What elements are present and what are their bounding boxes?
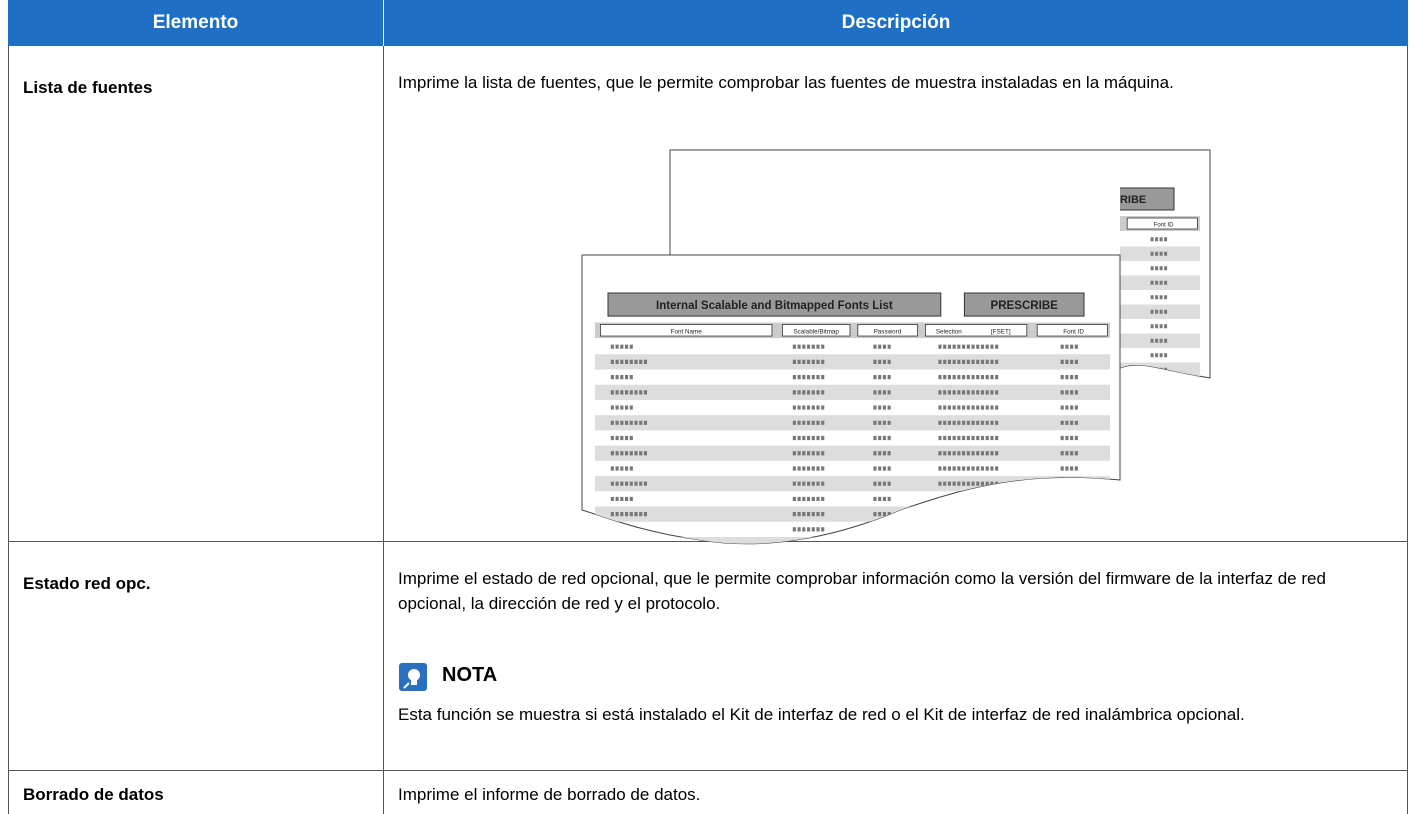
row-band	[595, 476, 1110, 492]
column-box	[1126, 217, 1198, 230]
row-band	[595, 506, 1110, 522]
column-box	[857, 324, 918, 337]
column-label: Password	[874, 328, 902, 335]
row-band	[595, 384, 1110, 400]
row-label: Estado red opc.	[8, 542, 384, 771]
header-cell: Descripción	[384, 0, 1408, 46]
column-label: Scalable/Bitmap	[793, 328, 839, 335]
row-band	[595, 354, 1110, 370]
title-bar	[607, 292, 942, 317]
row-description: Imprime el estado de red opcional, que l…	[384, 542, 1408, 771]
row-description: Imprime el informe de borrado de datos.	[384, 771, 1408, 814]
column-label: Font ID	[1154, 223, 1174, 229]
row-band	[595, 415, 1110, 431]
header-cell: Elemento	[8, 0, 384, 46]
row-description: Imprime la lista de fuentes, que le perm…	[384, 46, 1408, 542]
row-label: Lista de fuentes	[8, 46, 384, 542]
column-label: Selection	[936, 328, 962, 335]
row-label: Borrado de datos	[8, 771, 384, 814]
note-text: Esta función se muestra si está instalad…	[398, 705, 1245, 724]
description-text: Imprime el estado de red opcional, que l…	[398, 569, 1326, 613]
column-box	[1036, 324, 1108, 337]
note-heading: NOTA	[442, 664, 498, 686]
column-box	[600, 324, 773, 337]
row-band	[595, 445, 1110, 461]
note-icon	[399, 663, 427, 691]
row-band	[595, 536, 1110, 544]
title-text: Internal Scalable and Bitmapped Fonts Li…	[656, 300, 893, 312]
column-box	[782, 324, 851, 337]
column-label: [FSET]	[991, 328, 1011, 335]
label-text: PRESCRIBE	[991, 300, 1059, 312]
column-label: Font ID	[1063, 328, 1084, 335]
label-bar	[963, 292, 1085, 317]
column-box	[925, 324, 1028, 337]
column-label: Font Name	[671, 328, 703, 335]
